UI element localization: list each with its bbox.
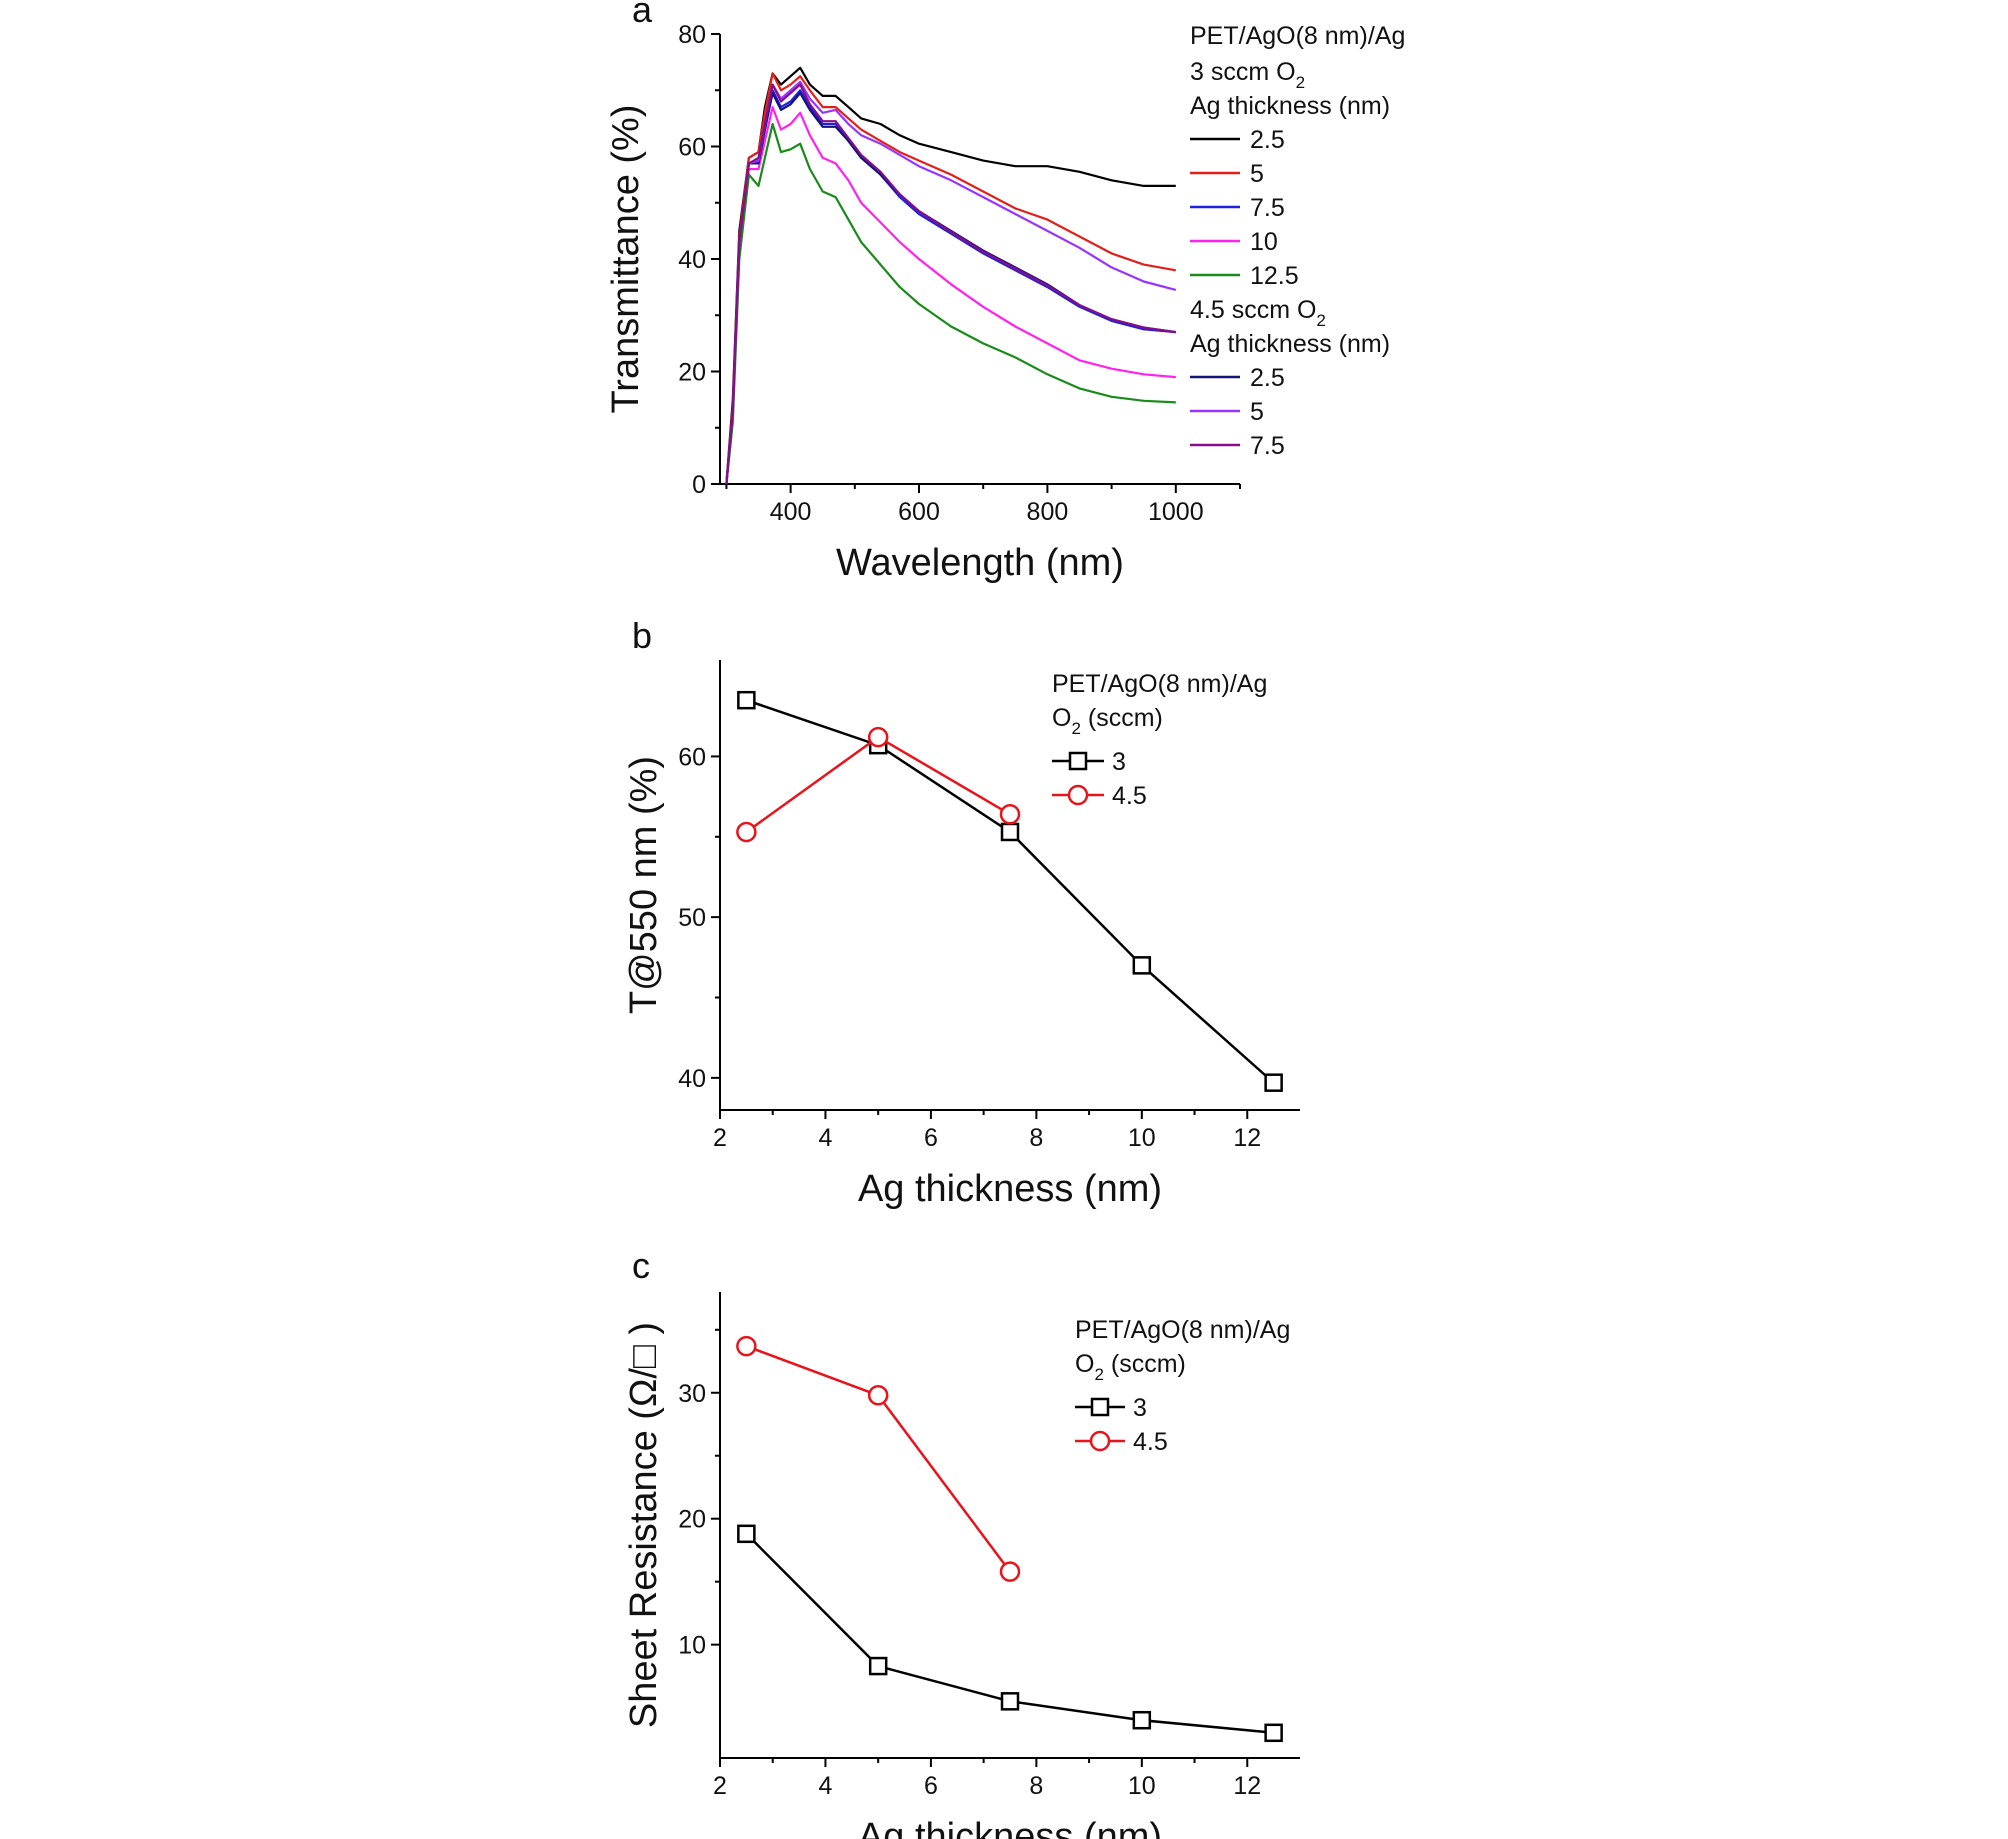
y-tick-label: 40 bbox=[678, 1065, 706, 1093]
y-axis-label: Sheet Resistance (Ω/□ ) bbox=[623, 1322, 665, 1728]
series-line bbox=[725, 66, 1176, 485]
legend-entry: 3 bbox=[1112, 748, 1126, 776]
legend-entry: 12.5 bbox=[1250, 262, 1299, 290]
panel-label-a: a bbox=[632, 0, 653, 30]
data-point bbox=[1264, 1723, 1283, 1743]
data-point bbox=[999, 804, 1021, 825]
x-tick-label: 6 bbox=[924, 1124, 938, 1152]
y-axis-label: Transmittance (%) bbox=[605, 105, 647, 414]
legend-header: PET/AgO(8 nm)/Ag bbox=[1052, 670, 1267, 698]
legend-group-title: 4.5 sccm O2 bbox=[1190, 296, 1326, 330]
legend-marker bbox=[1067, 784, 1089, 806]
data-point bbox=[737, 1524, 756, 1544]
series-line bbox=[725, 122, 1176, 485]
legend-group-subtitle: Ag thickness (nm) bbox=[1190, 330, 1390, 358]
data-point bbox=[1000, 822, 1020, 842]
x-tick-label: 2 bbox=[713, 1772, 727, 1800]
legend-entry: 10 bbox=[1250, 228, 1278, 256]
x-tick-label: 2 bbox=[713, 1124, 727, 1152]
y-tick-label: 60 bbox=[678, 743, 706, 771]
legend-entry: 2.5 bbox=[1250, 364, 1285, 392]
legend-marker bbox=[1090, 1397, 1110, 1417]
y-tick-label: 30 bbox=[678, 1380, 706, 1408]
x-axis-label: Wavelength (nm) bbox=[836, 542, 1124, 584]
legend-entry: 5 bbox=[1250, 398, 1264, 426]
x-axis-label: Ag thickness (nm) bbox=[858, 1816, 1162, 1839]
legend-title: O2 (sccm) bbox=[1052, 704, 1163, 738]
panel-c: c 2 4 6 8 10 12 10 20 30 Ag thickness (nm) Sheet Re… bbox=[623, 1245, 1300, 1839]
data-point bbox=[999, 1561, 1021, 1582]
series-line bbox=[725, 89, 1176, 485]
data-point bbox=[1000, 1692, 1020, 1711]
series-line bbox=[745, 699, 1275, 1084]
y-tick-label: 20 bbox=[678, 1506, 706, 1534]
x-tick-label: 400 bbox=[770, 498, 812, 526]
y-tick-label: 40 bbox=[678, 246, 706, 274]
x-tick-label: 6 bbox=[924, 1772, 938, 1800]
x-tick-label: 4 bbox=[819, 1124, 833, 1152]
legend-entry: 2.5 bbox=[1250, 126, 1285, 154]
y-tick-label: 60 bbox=[678, 134, 706, 162]
legend-header: PET/AgO(8 nm)/Ag bbox=[1075, 1316, 1290, 1344]
y-tick-label: 20 bbox=[678, 359, 706, 387]
x-tick-label: 8 bbox=[1029, 1124, 1043, 1152]
x-tick-label: 1000 bbox=[1148, 498, 1204, 526]
y-tick-label: 50 bbox=[678, 904, 706, 932]
series-line bbox=[745, 1345, 1012, 1573]
series-line bbox=[725, 105, 1176, 485]
legend-entry: 7.5 bbox=[1250, 432, 1285, 460]
legend-marker bbox=[1089, 1430, 1111, 1452]
legend-entry: 4.5 bbox=[1112, 782, 1147, 810]
legend-entry: 5 bbox=[1250, 160, 1264, 188]
data-point bbox=[736, 1335, 757, 1357]
legend-entry: 3 bbox=[1133, 1394, 1147, 1422]
data-point bbox=[1264, 1073, 1283, 1092]
legend-group-title: 3 sccm O2 bbox=[1190, 58, 1305, 92]
data-point bbox=[867, 1385, 889, 1406]
x-tick-label: 4 bbox=[819, 1772, 833, 1800]
legend-title: O2 (sccm) bbox=[1075, 1350, 1186, 1384]
data-point bbox=[737, 690, 756, 710]
legend-header: PET/AgO(8 nm)/Ag bbox=[1190, 22, 1405, 50]
legend-b: PET/AgO(8 nm)/Ag O2 (sccm) 3 4.5 bbox=[1052, 670, 1267, 810]
panel-label-b: b bbox=[632, 615, 652, 656]
data-point bbox=[1132, 956, 1152, 975]
x-tick-label: 10 bbox=[1128, 1772, 1156, 1800]
panel-a: a 400 600 800 1000 0 20 40 60 80 Wavelength (nm) Tr… bbox=[605, 0, 1405, 584]
x-tick-label: 8 bbox=[1029, 1772, 1043, 1800]
panel-label-c: c bbox=[632, 1245, 650, 1286]
x-tick-label: 12 bbox=[1233, 1772, 1261, 1800]
series-line bbox=[725, 83, 1176, 485]
y-tick-label: 10 bbox=[678, 1632, 706, 1660]
data-point bbox=[1132, 1710, 1152, 1730]
y-axis-label: T@550 nm (%) bbox=[623, 756, 665, 1014]
x-tick-label: 600 bbox=[898, 498, 940, 526]
legend-c: PET/AgO(8 nm)/Ag O2 (sccm) 3 4.5 bbox=[1075, 1316, 1290, 1456]
data-point bbox=[868, 1656, 888, 1676]
panel-b: b 2 4 6 8 10 12 40 50 60 Ag thickness (nm) T@550 nm… bbox=[623, 615, 1300, 1210]
y-tick-label: 0 bbox=[692, 471, 706, 499]
series-line bbox=[725, 72, 1176, 485]
legend-group-subtitle: Ag thickness (nm) bbox=[1190, 92, 1390, 120]
data-point bbox=[736, 821, 757, 843]
x-tick-label: 12 bbox=[1233, 1124, 1261, 1152]
x-tick-label: 800 bbox=[1027, 498, 1069, 526]
legend-marker bbox=[1068, 751, 1088, 771]
data-point bbox=[867, 726, 889, 748]
x-tick-label: 10 bbox=[1128, 1124, 1156, 1152]
x-axis-label: Ag thickness (nm) bbox=[858, 1168, 1162, 1210]
legend-entry: 7.5 bbox=[1250, 194, 1285, 222]
legend-entry: 4.5 bbox=[1133, 1428, 1168, 1456]
y-tick-label: 80 bbox=[678, 21, 706, 49]
